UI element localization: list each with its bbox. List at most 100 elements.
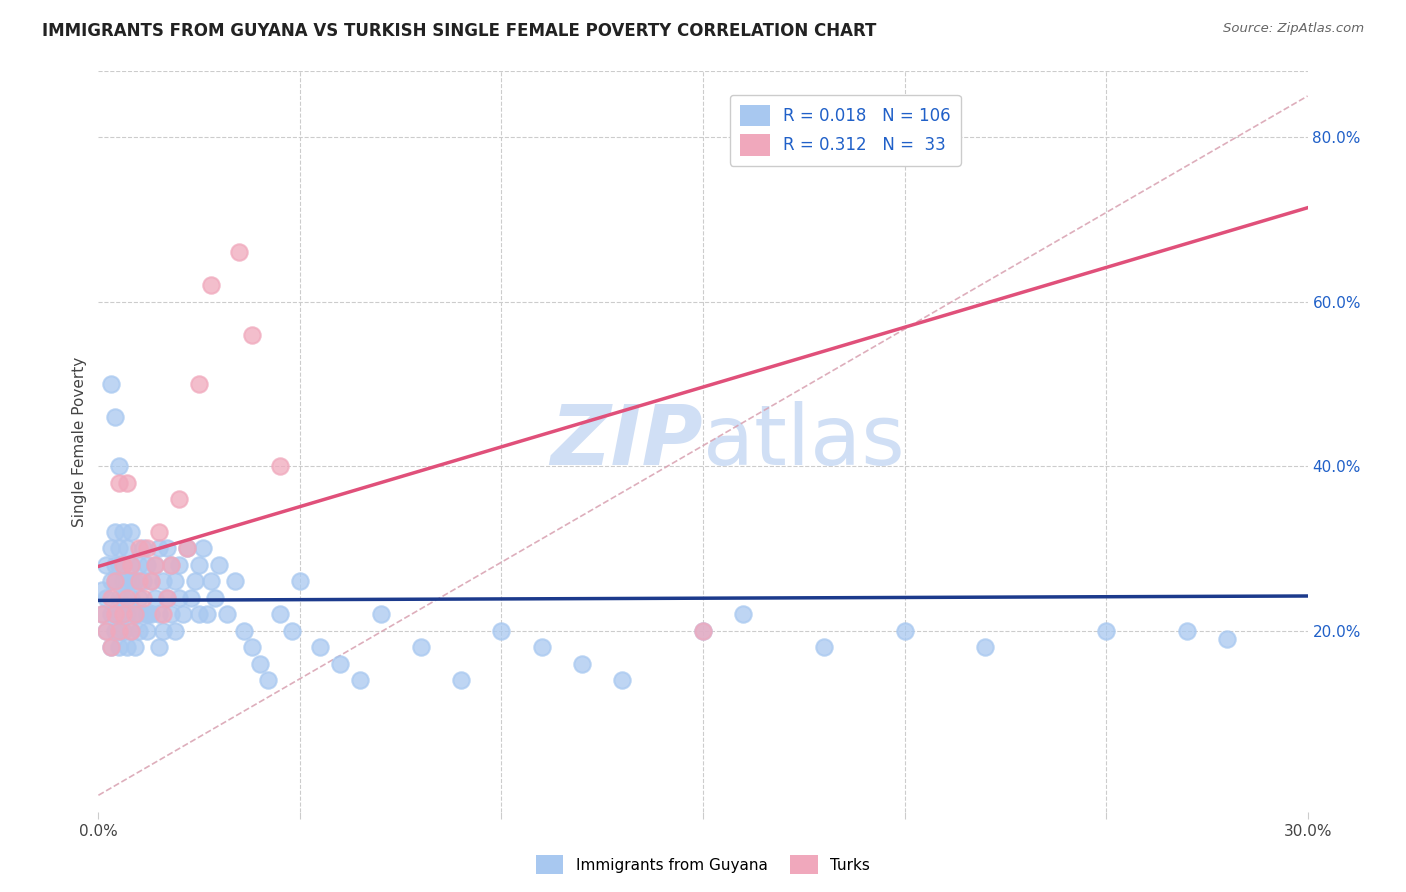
Point [143, 591, 166, 605]
Point [148, 640, 170, 655]
Point [188, 376, 211, 391]
Point [107, 475, 129, 490]
Point [281, 624, 304, 638]
Point [152, 624, 174, 638]
Point [288, 574, 311, 589]
Point [184, 574, 207, 589]
Point [167, 492, 190, 507]
Point [111, 591, 134, 605]
Point [124, 607, 146, 622]
Point [107, 541, 129, 556]
Point [128, 607, 150, 622]
Point [128, 624, 150, 638]
Point [100, 591, 122, 605]
Point [139, 574, 162, 589]
Point [200, 574, 222, 589]
Point [152, 574, 174, 589]
Point [111, 607, 134, 622]
Point [692, 624, 714, 638]
Point [128, 591, 150, 605]
Point [204, 591, 226, 605]
Point [120, 524, 142, 539]
Point [96, 624, 118, 638]
Point [409, 640, 432, 655]
Text: ZIP: ZIP [550, 401, 703, 482]
Point [100, 574, 122, 589]
Point [111, 607, 134, 622]
Point [148, 607, 170, 622]
Point [111, 524, 134, 539]
Legend: Immigrants from Guyana, Turks: Immigrants from Guyana, Turks [530, 849, 876, 880]
Legend: R = 0.018   N = 106, R = 0.312   N =  33: R = 0.018 N = 106, R = 0.312 N = 33 [730, 95, 960, 166]
Point [103, 558, 125, 572]
Point [115, 475, 138, 490]
Point [193, 541, 215, 556]
Point [349, 673, 371, 687]
Point [103, 624, 125, 638]
Point [148, 541, 170, 556]
Point [120, 558, 142, 572]
Point [115, 574, 138, 589]
Point [139, 607, 162, 622]
Point [120, 624, 142, 638]
Point [160, 558, 183, 572]
Point [172, 607, 194, 622]
Point [491, 624, 513, 638]
Point [1216, 632, 1239, 646]
Point [1175, 624, 1198, 638]
Point [240, 640, 263, 655]
Point [269, 459, 291, 474]
Text: IMMIGRANTS FROM GUYANA VS TURKISH SINGLE FEMALE POVERTY CORRELATION CHART: IMMIGRANTS FROM GUYANA VS TURKISH SINGLE… [42, 22, 876, 40]
Point [450, 673, 472, 687]
Point [120, 558, 142, 572]
Point [309, 640, 332, 655]
Point [111, 574, 134, 589]
Point [163, 624, 186, 638]
Point [107, 624, 129, 638]
Point [813, 640, 835, 655]
Point [135, 607, 157, 622]
Point [240, 327, 263, 342]
Point [100, 376, 122, 391]
Point [249, 657, 271, 671]
Point [195, 607, 218, 622]
Point [176, 541, 198, 556]
Point [91, 582, 114, 597]
Point [120, 574, 142, 589]
Point [103, 574, 125, 589]
Point [107, 624, 129, 638]
Point [107, 459, 129, 474]
Point [217, 607, 239, 622]
Point [96, 591, 118, 605]
Point [156, 591, 179, 605]
Point [152, 607, 174, 622]
Point [148, 524, 170, 539]
Point [135, 558, 157, 572]
Point [120, 591, 142, 605]
Y-axis label: Single Female Poverty: Single Female Poverty [72, 357, 87, 526]
Point [974, 640, 997, 655]
Point [100, 607, 122, 622]
Point [103, 409, 125, 424]
Point [692, 624, 714, 638]
Point [893, 624, 915, 638]
Point [160, 607, 183, 622]
Point [188, 607, 211, 622]
Point [167, 591, 190, 605]
Point [132, 541, 155, 556]
Point [124, 640, 146, 655]
Point [107, 607, 129, 622]
Point [120, 624, 142, 638]
Point [232, 624, 254, 638]
Point [135, 624, 157, 638]
Point [107, 591, 129, 605]
Point [160, 558, 183, 572]
Point [156, 541, 179, 556]
Point [128, 541, 150, 556]
Point [612, 673, 634, 687]
Point [91, 607, 114, 622]
Point [107, 558, 129, 572]
Point [329, 657, 352, 671]
Text: atlas: atlas [703, 401, 904, 482]
Point [128, 558, 150, 572]
